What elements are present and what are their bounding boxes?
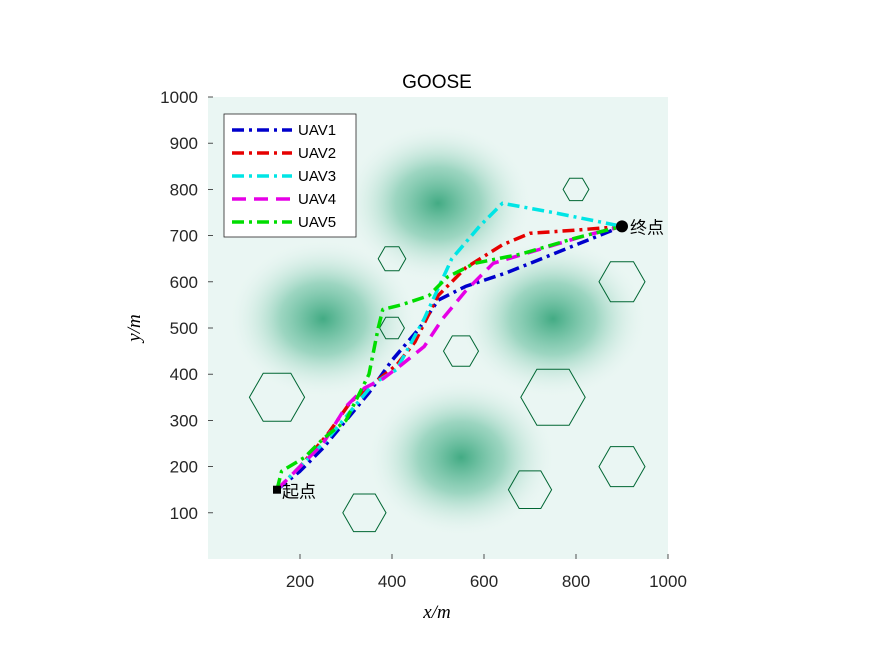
- obstacle-hexagon-8: [562, 177, 590, 202]
- legend-label-uav2: UAV2: [298, 145, 336, 162]
- obstacle-hexagon-6: [507, 470, 553, 509]
- obstacle-hexagon-3: [377, 246, 407, 272]
- y-tick-label: 600: [170, 273, 198, 292]
- y-tick-label: 1000: [160, 88, 198, 107]
- legend-label-uav3: UAV3: [298, 168, 336, 185]
- start-label: 起点: [282, 483, 316, 503]
- markers-layer: 起点 终点: [273, 218, 664, 503]
- x-tick-label: 400: [378, 572, 406, 591]
- obstacle-hexagon-7: [520, 368, 586, 426]
- legend-label-uav5: UAV5: [298, 214, 336, 231]
- paths-layer: [275, 201, 623, 492]
- axes-layer: 200 400 600 800 1000 100 200 300 400 500 600 700 800…: [160, 88, 687, 591]
- obstacle-hexagon-10: [598, 446, 646, 488]
- goal-label: 终点: [630, 218, 664, 238]
- y-axis-label: y/m: [124, 314, 145, 343]
- obstacles-layer: [248, 177, 646, 533]
- x-axis-label: x/m: [422, 602, 450, 623]
- obstacle-hexagon-2: [342, 493, 387, 533]
- goal-marker: [616, 220, 628, 233]
- legend-label-uav1: UAV1: [298, 122, 336, 139]
- x-tick-label: 600: [470, 572, 498, 591]
- obstacle-hexagon-9: [598, 261, 646, 303]
- series-line-uav5: [275, 224, 623, 491]
- y-tick-label: 700: [170, 227, 198, 246]
- legend: UAV1 UAV2 UAV3 UAV4 UAV5: [223, 113, 357, 238]
- y-tick-label: 100: [170, 504, 198, 523]
- x-tick-label: 1000: [649, 572, 687, 591]
- obstacle-hexagon-1: [248, 372, 306, 422]
- y-tick-label: 300: [170, 411, 198, 430]
- x-tick-label: 800: [562, 572, 590, 591]
- y-tick-label: 200: [170, 458, 198, 477]
- legend-label-uav4: UAV4: [298, 191, 336, 208]
- terrain-peak-2: [366, 377, 556, 538]
- terrain-peak-1: [343, 123, 533, 284]
- chart-title: GOOSE: [402, 72, 472, 93]
- terrain-peak-4: [458, 238, 648, 399]
- y-tick-label: 400: [170, 365, 198, 384]
- y-tick-label: 500: [170, 319, 198, 338]
- y-tick-label: 800: [170, 180, 198, 199]
- start-marker: [273, 485, 281, 494]
- x-tick-label: 200: [286, 572, 314, 591]
- series-line-uav3: [275, 201, 623, 491]
- obstacle-hexagon-5: [442, 335, 480, 367]
- y-tick-label: 900: [170, 134, 198, 153]
